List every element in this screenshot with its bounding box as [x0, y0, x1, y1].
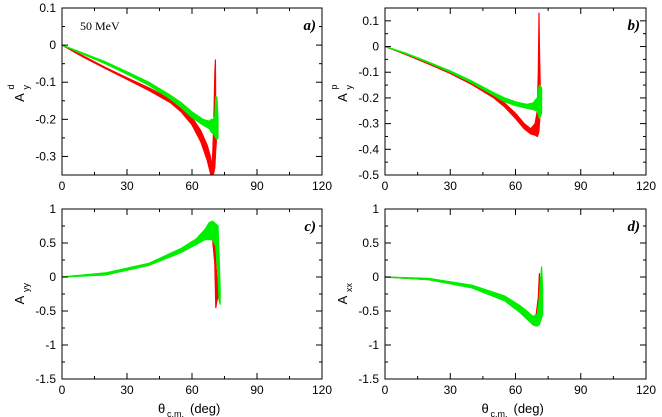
series-group	[62, 44, 219, 175]
y-tick-label: 0	[49, 270, 56, 284]
x-tick-label: 60	[185, 383, 199, 397]
series-green-band	[62, 220, 221, 305]
x-axis-label-main: θ	[158, 401, 165, 416]
series-red-band	[62, 44, 218, 175]
panel-c: 0 30 60 90 120 -1.5 -1 -0.5 0 0.5 1 Ayy θ c.m. (deg) c…	[12, 202, 332, 417]
y-tick-label: -0.3	[358, 117, 379, 131]
y-tick-label: 0	[372, 40, 379, 54]
x-tick-label: 0	[59, 383, 66, 397]
y-tick-label: -1.5	[35, 372, 56, 386]
y-tick-label: -0.4	[358, 142, 379, 156]
y-axis-label: Axx	[335, 283, 354, 305]
plot-frame	[384, 7, 647, 176]
y-tick-label: -0.2	[358, 91, 379, 105]
y-axis-label-sub: yy	[21, 283, 31, 293]
panel-label: c)	[304, 219, 316, 235]
panel-label: b)	[628, 18, 641, 34]
plot-frame	[61, 208, 323, 380]
y-tick-label: -1	[368, 338, 379, 352]
series-red-band	[385, 273, 542, 327]
plot-frame	[384, 208, 647, 380]
panel-a: 0 30 60 90 120 -0.3 -0.2 -0.1 0 0.1 Ayd a) 50 MeV	[6, 1, 332, 193]
y-tick-label: 0.1	[39, 1, 56, 15]
x-tick-label: 120	[312, 179, 332, 193]
y-tick-label: 1	[49, 202, 56, 216]
panel-label: a)	[304, 18, 317, 34]
y-axis-label-sup: p	[329, 84, 339, 89]
x-tick-label: 90	[574, 179, 588, 193]
y-tick-label: 0	[372, 270, 379, 284]
y-axis-label: Ayp	[329, 84, 354, 101]
x-tick-label: 90	[250, 179, 264, 193]
y-tick-label: -1.5	[358, 372, 379, 386]
y-axis-label: Ayd	[6, 84, 31, 101]
y-tick-label: -1	[45, 338, 56, 352]
x-tick-label: 30	[444, 383, 458, 397]
x-tick-label: 60	[509, 179, 523, 193]
x-tick-label: 30	[444, 179, 458, 193]
x-tick-label: 0	[382, 383, 389, 397]
y-tick-label: -0.5	[358, 304, 379, 318]
panel-b: 0 30 60 90 120 -0.5 -0.4 -0.3 -0.2 -0.1 0 0.1 Ayp b)	[329, 7, 656, 193]
series-green-band	[62, 44, 219, 141]
y-tick-label: -0.5	[35, 304, 56, 318]
panel-label: d)	[628, 219, 641, 235]
y-axis-label-main: A	[335, 295, 350, 304]
x-axis-label-sub: c.m.	[167, 409, 184, 417]
y-axis-label-main: A	[12, 93, 27, 102]
y-tick-label: -0.1	[358, 65, 379, 79]
y-tick-label: -0.2	[35, 112, 56, 126]
x-tick-label: 90	[250, 383, 264, 397]
y-tick-label: -0.3	[35, 149, 56, 163]
x-tick-label: 120	[636, 179, 656, 193]
series-group	[62, 220, 221, 309]
y-tick-label: 0.5	[39, 236, 56, 250]
x-axis-label-rest: (deg)	[190, 401, 220, 416]
x-axis-label-main: θ	[482, 401, 489, 416]
series-red-band	[385, 12, 542, 138]
y-tick-label: 0.1	[362, 14, 379, 28]
plot-frame	[61, 7, 323, 176]
y-tick-label: 0.5	[362, 236, 379, 250]
y-axis-label-main: A	[12, 295, 27, 304]
series-green-band	[385, 45, 543, 120]
panel-d: 0 30 60 90 120 -1.5 -1 -0.5 0 0.5 1 Axx θ c.m. (deg) d…	[335, 202, 656, 417]
y-axis-label-main: A	[335, 93, 350, 102]
x-tick-label: 60	[509, 383, 523, 397]
y-axis-label-sub: y	[344, 85, 354, 90]
y-tick-label: -0.5	[358, 168, 379, 182]
series-green-band	[385, 266, 544, 327]
y-tick-label: -0.1	[35, 75, 56, 89]
series-group	[385, 12, 543, 138]
x-tick-label: 120	[636, 383, 656, 397]
x-axis-label-rest: (deg)	[514, 401, 544, 416]
x-axis-label-sub: c.m.	[491, 409, 508, 417]
energy-annotation: 50 MeV	[80, 19, 120, 33]
y-tick-label: 1	[372, 202, 379, 216]
x-tick-label: 60	[185, 179, 199, 193]
x-tick-label: 0	[59, 179, 66, 193]
y-axis-label-sub: xx	[344, 283, 354, 293]
x-tick-label: 90	[574, 383, 588, 397]
y-axis-label-sup: d	[6, 84, 16, 89]
x-tick-label: 30	[120, 383, 134, 397]
y-axis-label: Ayy	[12, 283, 31, 305]
series-group	[385, 266, 544, 327]
y-tick-label: 0	[49, 38, 56, 52]
x-tick-label: 30	[120, 179, 134, 193]
x-tick-label: 0	[382, 179, 389, 193]
x-tick-label: 120	[312, 383, 332, 397]
y-axis-label-sub: y	[21, 85, 31, 90]
